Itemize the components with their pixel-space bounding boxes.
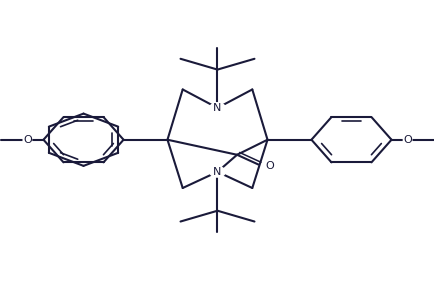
Circle shape [209,103,225,113]
Text: O: O [265,161,273,171]
Text: N: N [213,167,221,177]
Text: O: O [23,135,32,145]
Text: O: O [402,135,411,145]
Circle shape [209,167,225,177]
Text: N: N [213,103,221,113]
